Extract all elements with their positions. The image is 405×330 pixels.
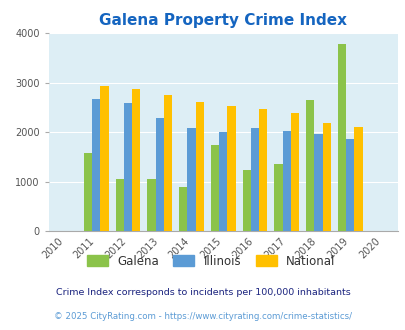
- Bar: [305, 100, 313, 231]
- Bar: [164, 95, 172, 231]
- Bar: [179, 187, 187, 231]
- Bar: [124, 103, 132, 231]
- Bar: [313, 135, 322, 231]
- Bar: [354, 127, 362, 231]
- Text: Crime Index corresponds to incidents per 100,000 inhabitants: Crime Index corresponds to incidents per…: [55, 287, 350, 297]
- Bar: [195, 102, 203, 231]
- Bar: [115, 179, 124, 231]
- Bar: [345, 139, 354, 231]
- Bar: [132, 89, 140, 231]
- Bar: [250, 128, 258, 231]
- Title: Galena Property Crime Index: Galena Property Crime Index: [99, 13, 346, 28]
- Bar: [219, 132, 227, 231]
- Bar: [258, 109, 267, 231]
- Bar: [211, 145, 219, 231]
- Bar: [92, 99, 100, 231]
- Bar: [100, 86, 109, 231]
- Bar: [282, 131, 290, 231]
- Bar: [187, 128, 195, 231]
- Bar: [155, 118, 164, 231]
- Bar: [274, 164, 282, 231]
- Bar: [290, 113, 298, 231]
- Legend: Galena, Illinois, National: Galena, Illinois, National: [82, 250, 339, 273]
- Bar: [147, 179, 155, 231]
- Bar: [322, 123, 330, 231]
- Text: © 2025 CityRating.com - https://www.cityrating.com/crime-statistics/: © 2025 CityRating.com - https://www.city…: [54, 312, 351, 321]
- Bar: [337, 44, 345, 231]
- Bar: [242, 170, 250, 231]
- Bar: [84, 153, 92, 231]
- Bar: [227, 106, 235, 231]
